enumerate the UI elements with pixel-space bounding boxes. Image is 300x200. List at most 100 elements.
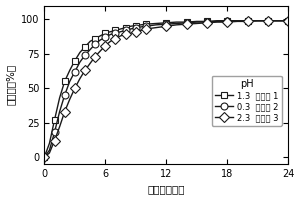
0.3  实施例 2 <box>109 33 112 36</box>
2.3  实施例 3 <box>109 40 112 43</box>
Line: 1.3  实施例 1: 1.3 实施例 1 <box>42 18 291 160</box>
2.3  实施例 3 <box>68 98 72 100</box>
0.3  实施例 2 <box>215 20 219 23</box>
0.3  实施例 2 <box>134 26 138 29</box>
1.3  实施例 1 <box>215 20 219 22</box>
2.3  实施例 3 <box>53 139 56 142</box>
2.3  实施例 3 <box>266 20 270 22</box>
Line: 0.3  实施例 2: 0.3 实施例 2 <box>41 17 292 161</box>
0.3  实施例 2 <box>226 20 229 23</box>
2.3  实施例 3 <box>63 110 67 113</box>
2.3  实施例 3 <box>114 37 117 40</box>
1.3  实施例 1 <box>119 28 122 30</box>
0.3  实施例 2 <box>256 20 260 22</box>
2.3  实施例 3 <box>236 20 239 23</box>
1.3  实施例 1 <box>114 29 117 32</box>
2.3  实施例 3 <box>276 20 280 22</box>
0.3  实施例 2 <box>93 43 97 45</box>
2.3  实施例 3 <box>185 23 188 25</box>
X-axis label: 时间（小时）: 时间（小时） <box>148 184 185 194</box>
1.3  实施例 1 <box>53 119 56 121</box>
0.3  实施例 2 <box>58 110 61 113</box>
0.3  实施例 2 <box>144 25 148 27</box>
2.3  实施例 3 <box>129 32 133 34</box>
0.3  实施例 2 <box>124 29 128 32</box>
1.3  实施例 1 <box>63 80 67 83</box>
2.3  实施例 3 <box>43 156 46 158</box>
1.3  实施例 1 <box>68 69 72 72</box>
0.3  实施例 2 <box>78 61 82 63</box>
2.3  实施例 3 <box>139 29 143 32</box>
1.3  实施例 1 <box>175 21 178 23</box>
0.3  实施例 2 <box>83 54 87 56</box>
0.3  实施例 2 <box>119 31 122 33</box>
0.3  实施例 2 <box>195 21 199 23</box>
2.3  实施例 3 <box>134 31 138 33</box>
2.3  实施例 3 <box>226 21 229 23</box>
1.3  实施例 1 <box>43 156 46 158</box>
1.3  实施例 1 <box>246 20 249 22</box>
1.3  实施例 1 <box>109 31 112 33</box>
2.3  实施例 3 <box>205 22 209 24</box>
1.3  实施例 1 <box>124 26 128 29</box>
1.3  实施例 1 <box>78 51 82 54</box>
0.3  实施例 2 <box>43 156 46 158</box>
2.3  实施例 3 <box>175 24 178 26</box>
1.3  实施例 1 <box>236 20 239 22</box>
1.3  实施例 1 <box>164 22 168 24</box>
0.3  实施例 2 <box>68 80 72 83</box>
2.3  实施例 3 <box>48 152 51 154</box>
0.3  实施例 2 <box>88 48 92 51</box>
1.3  实施例 1 <box>266 20 270 22</box>
Line: 2.3  实施例 3: 2.3 实施例 3 <box>41 17 292 161</box>
2.3  实施例 3 <box>154 26 158 29</box>
2.3  实施例 3 <box>83 69 87 72</box>
0.3  实施例 2 <box>205 21 209 23</box>
1.3  实施例 1 <box>286 20 290 22</box>
0.3  实施例 2 <box>139 26 143 28</box>
0.3  实施例 2 <box>129 28 133 30</box>
2.3  实施例 3 <box>98 50 102 52</box>
0.3  实施例 2 <box>175 22 178 25</box>
2.3  实施例 3 <box>144 28 148 30</box>
2.3  实施例 3 <box>124 33 128 36</box>
1.3  实施例 1 <box>48 142 51 145</box>
0.3  实施例 2 <box>103 36 107 38</box>
1.3  实施例 1 <box>144 23 148 25</box>
0.3  实施例 2 <box>154 24 158 26</box>
1.3  实施例 1 <box>129 25 133 27</box>
1.3  实施例 1 <box>98 35 102 37</box>
0.3  实施例 2 <box>185 22 188 24</box>
2.3  实施例 3 <box>195 22 199 25</box>
2.3  实施例 3 <box>286 20 290 22</box>
1.3  实施例 1 <box>195 20 199 23</box>
2.3  实施例 3 <box>78 77 82 80</box>
0.3  实施例 2 <box>98 39 102 41</box>
1.3  实施例 1 <box>256 20 260 22</box>
0.3  实施例 2 <box>236 20 239 22</box>
1.3  实施例 1 <box>276 20 280 22</box>
1.3  实施例 1 <box>185 21 188 23</box>
2.3  实施例 3 <box>88 62 92 65</box>
0.3  实施例 2 <box>114 32 117 34</box>
1.3  实施例 1 <box>134 24 138 27</box>
2.3  实施例 3 <box>246 20 249 23</box>
1.3  实施例 1 <box>93 37 97 40</box>
0.3  实施例 2 <box>48 149 51 151</box>
0.3  实施例 2 <box>53 131 56 134</box>
Legend: 1.3  实施例 1, 0.3  实施例 2, 2.3  实施例 3: 1.3 实施例 1, 0.3 实施例 2, 2.3 实施例 3 <box>212 76 282 126</box>
1.3  实施例 1 <box>103 32 107 34</box>
2.3  实施例 3 <box>119 35 122 37</box>
1.3  实施例 1 <box>154 22 158 25</box>
2.3  实施例 3 <box>58 126 61 128</box>
2.3  实施例 3 <box>73 87 76 89</box>
Y-axis label: 回收率（%）: 回收率（%） <box>6 64 16 105</box>
0.3  实施例 2 <box>276 20 280 22</box>
1.3  实施例 1 <box>226 20 229 22</box>
1.3  实施例 1 <box>205 20 209 23</box>
1.3  实施例 1 <box>73 59 76 62</box>
0.3  实施例 2 <box>286 20 290 22</box>
1.3  实施例 1 <box>88 40 92 43</box>
1.3  实施例 1 <box>139 24 143 26</box>
0.3  实施例 2 <box>63 94 67 96</box>
